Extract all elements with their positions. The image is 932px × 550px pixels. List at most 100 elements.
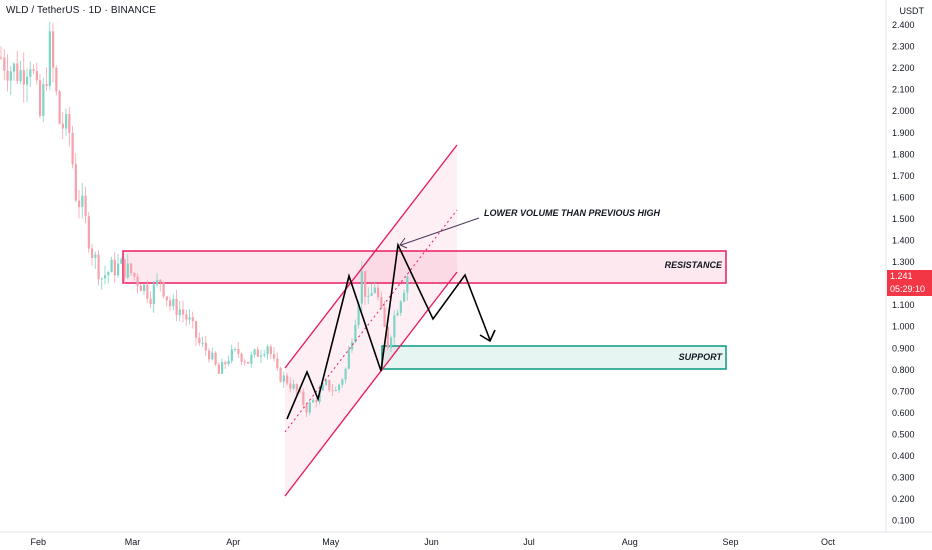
candle-body <box>9 71 12 81</box>
candle-body <box>221 361 224 374</box>
candle-body <box>318 390 321 402</box>
channel-upper-line[interactable] <box>284 144 458 369</box>
y-tick-label: 2.400 <box>892 20 915 30</box>
candle-body <box>292 384 295 389</box>
candle-body <box>338 384 341 390</box>
channel-median-line <box>284 209 458 433</box>
candle-body <box>250 354 253 364</box>
candle-body <box>35 71 38 81</box>
y-tick-label: 1.700 <box>892 171 915 181</box>
candle-body <box>399 301 402 313</box>
candle-body <box>217 364 220 374</box>
x-tick-label: Feb <box>30 537 46 547</box>
candle-body <box>84 195 87 217</box>
candle-body <box>224 361 227 365</box>
x-tick-label: Oct <box>821 537 836 547</box>
y-tick-label: 0.800 <box>892 365 915 375</box>
candle-body <box>45 84 48 87</box>
symbol-title[interactable]: WLD / TetherUS · 1D · BINANCE <box>6 5 156 16</box>
price-axis[interactable]: 2.400 2.300 2.200 2.100 2.000 1.900 1.800 1.700… <box>885 0 915 532</box>
candle-body <box>204 342 207 351</box>
time-axis[interactable]: Feb Mar Apr May Jun Jul Aug Sep Oct <box>0 531 932 547</box>
candle-body <box>403 292 406 302</box>
candle-body <box>211 352 214 360</box>
candle-body <box>156 279 159 285</box>
candle-body <box>237 349 240 354</box>
candle-body <box>19 70 22 81</box>
candle-body <box>6 70 9 81</box>
y-tick-label: 1.600 <box>892 192 915 202</box>
currency-label: USDT <box>899 6 925 16</box>
y-tick-label: 1.400 <box>892 236 915 246</box>
candle-body <box>68 114 71 133</box>
candle-body <box>321 384 324 391</box>
candle-body <box>22 70 25 85</box>
candle-body <box>341 379 344 385</box>
note-arrowhead <box>399 237 408 249</box>
candle-body <box>351 342 354 350</box>
y-tick-label: 2.300 <box>892 42 915 52</box>
candle-body <box>146 284 149 299</box>
x-tick-label: Jun <box>424 537 439 547</box>
candle-body <box>380 297 383 308</box>
note-label: LOWER VOLUME THAN PREVIOUS HIGH <box>484 208 661 218</box>
candle-body <box>143 284 146 292</box>
candle-body <box>195 321 198 338</box>
candle-body <box>139 285 142 292</box>
candle-body <box>373 287 376 293</box>
y-tick-label: 0.600 <box>892 408 915 418</box>
candle-body <box>282 375 285 382</box>
candle-body <box>188 317 191 320</box>
candle-body <box>42 84 45 117</box>
candle-body <box>260 355 263 357</box>
resistance-zone[interactable] <box>122 250 727 284</box>
candle-body <box>130 263 133 273</box>
candle-body <box>331 390 334 392</box>
candle-body <box>175 298 178 316</box>
candle-body <box>16 63 19 81</box>
candle-body <box>390 337 393 348</box>
candle-body <box>104 275 107 279</box>
candle-body <box>396 312 399 316</box>
support-zone[interactable] <box>381 345 727 370</box>
y-tick-label: 0.700 <box>892 386 915 396</box>
candle-body <box>247 361 250 364</box>
candle-body <box>100 278 103 280</box>
candle-body <box>386 326 389 348</box>
candle-body <box>263 354 266 356</box>
candle-body <box>61 123 64 129</box>
y-tick-label: 1.900 <box>892 128 915 138</box>
candle-body <box>393 315 396 338</box>
candle-body <box>136 276 139 286</box>
note-arrow-line <box>400 217 480 246</box>
candle-body <box>172 298 175 307</box>
candle-body <box>279 368 282 382</box>
candle-body <box>344 368 347 380</box>
candle-body <box>312 400 315 403</box>
candle-body <box>78 200 81 207</box>
candle-body <box>185 314 188 320</box>
candle-body <box>367 295 370 297</box>
y-tick-label: 0.300 <box>892 473 915 483</box>
candle-body <box>126 263 129 278</box>
candle-body <box>117 263 120 276</box>
candle-body <box>52 31 55 68</box>
candle-body <box>191 317 194 322</box>
y-tick-label: 1.000 <box>892 322 915 332</box>
candle-body <box>295 384 298 391</box>
candle-body <box>357 303 360 325</box>
x-tick-label: Jul <box>523 537 535 547</box>
candle-body <box>354 324 357 343</box>
candle-body <box>133 272 136 277</box>
y-tick-label: 2.200 <box>892 63 915 73</box>
candle-body <box>243 361 246 363</box>
y-tick-label: 0.900 <box>892 343 915 353</box>
x-tick-label: Apr <box>226 537 240 547</box>
candle-body <box>39 80 42 117</box>
candle-body <box>360 271 363 304</box>
y-tick-label: 1.300 <box>892 257 915 267</box>
candle-body <box>276 358 279 369</box>
candle-body <box>370 292 373 296</box>
projection-path[interactable] <box>286 242 491 420</box>
